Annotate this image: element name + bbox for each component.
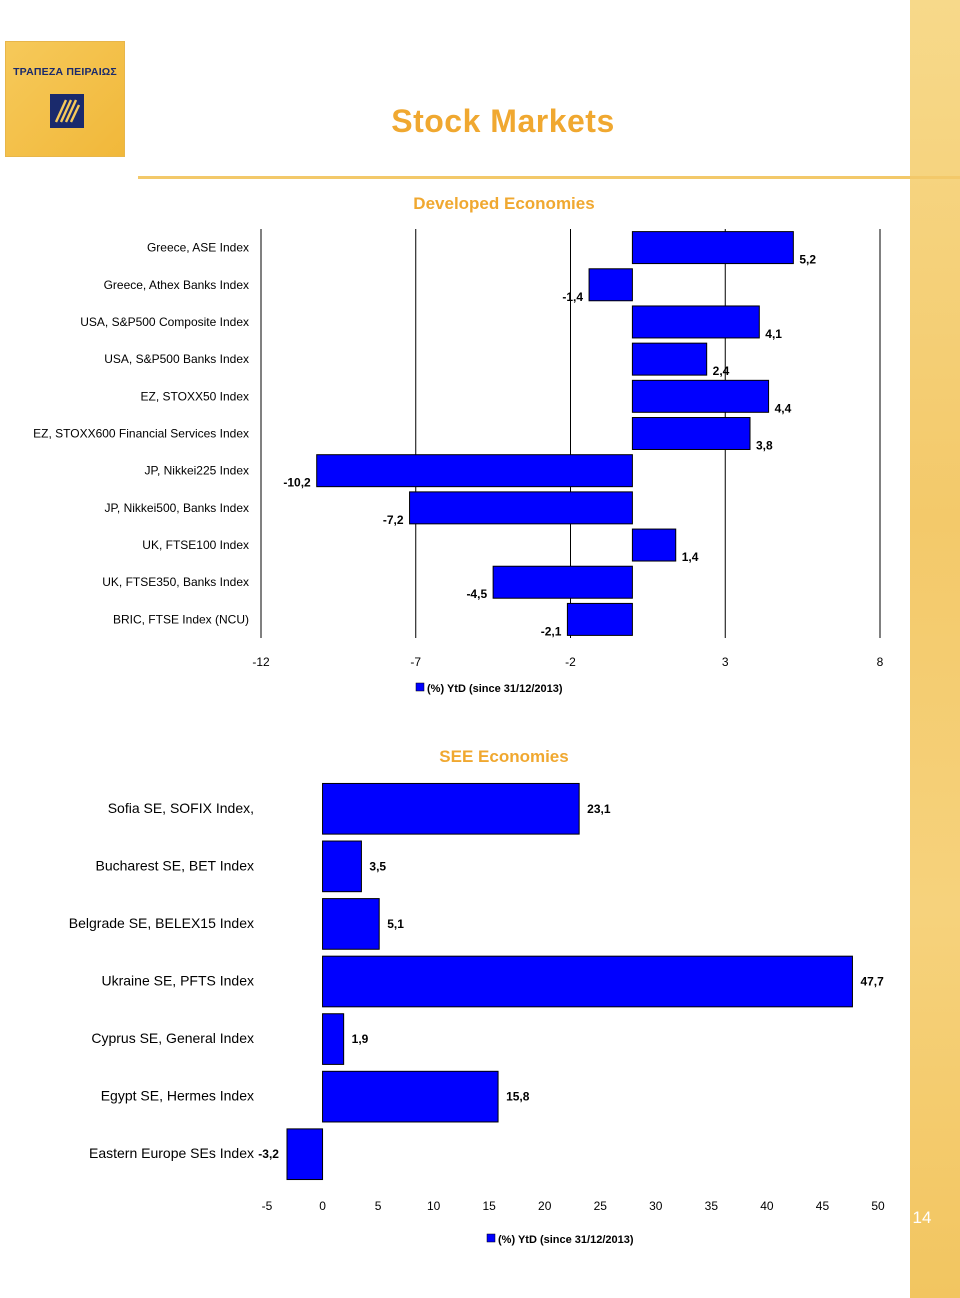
category-label: EZ, STOXX600 Financial Services Index	[33, 427, 249, 441]
data-label: 2,4	[713, 364, 730, 378]
data-label: 1,9	[352, 1032, 369, 1046]
data-label: -4,5	[466, 587, 487, 601]
category-label: Ukraine SE, PFTS Index	[101, 973, 254, 989]
tick-label: 50	[871, 1199, 885, 1213]
tick-label: 15	[483, 1199, 497, 1213]
bar	[631, 417, 751, 450]
legend-label: (%) YtD (since 31/12/2013)	[427, 683, 563, 695]
category-label: USA, S&P500 Banks Index	[104, 352, 249, 366]
tick-label: -2	[565, 655, 576, 669]
tick-label: 5	[375, 1199, 382, 1213]
tick-label: -7	[410, 655, 421, 669]
decorative-side-strip	[910, 0, 960, 1298]
tick-label: -12	[252, 655, 270, 669]
bar	[286, 1128, 324, 1181]
page-number: 14	[912, 1208, 932, 1227]
category-label: JP, Nikkei225 Index	[144, 464, 249, 478]
bar	[566, 602, 633, 636]
tick-label: 35	[705, 1199, 719, 1213]
data-label: -1,4	[562, 290, 583, 304]
logo-mark-icon	[50, 94, 84, 128]
tick-label: -5	[262, 1199, 273, 1213]
data-label: -7,2	[383, 513, 404, 527]
tick-label: 30	[649, 1199, 663, 1213]
bar	[631, 528, 677, 562]
developed-economies-chart: Developed Economies Greece, ASE Index 5,2 G…	[33, 194, 884, 695]
category-label: Bucharest SE, BET Index	[96, 857, 255, 873]
bar	[588, 268, 633, 302]
category-label: BRIC, FTSE Index (NCU)	[113, 612, 249, 626]
category-label: JP, Nikkei500, Banks Index	[104, 501, 249, 515]
bar	[322, 782, 580, 835]
category-label: EZ, STOXX50 Index	[141, 389, 250, 403]
bar	[316, 454, 633, 488]
category-label: Cyprus SE, General Index	[91, 1030, 254, 1046]
data-label: 23,1	[587, 802, 611, 816]
chart-title: SEE Economies	[439, 747, 568, 766]
data-label: 4,1	[765, 327, 782, 341]
bar	[322, 1070, 499, 1123]
category-label: Greece, Athex Banks Index	[104, 278, 249, 292]
data-label: -3,2	[258, 1147, 279, 1161]
tick-label: 40	[760, 1199, 774, 1213]
legend-swatch	[415, 682, 425, 692]
category-label: Greece, ASE Index	[147, 241, 249, 255]
data-label: 5,2	[799, 253, 816, 267]
tick-label: 25	[594, 1199, 608, 1213]
chart-title: Developed Economies	[413, 194, 594, 213]
bar	[322, 840, 362, 893]
bar	[322, 898, 380, 950]
bar	[492, 565, 633, 599]
category-label: UK, FTSE350, Banks Index	[102, 575, 249, 589]
bar	[409, 491, 633, 525]
category-label: Belgrade SE, BELEX15 Index	[69, 915, 254, 931]
category-label: Sofia SE, SOFIX Index,	[108, 800, 254, 816]
logo-text: ΤΡΑΠΕΖΑ ΠΕΙΡΑΙΩΣ	[13, 66, 117, 78]
data-label: 15,8	[506, 1090, 530, 1104]
tick-label: 8	[877, 655, 884, 669]
data-label: 4,4	[775, 401, 792, 415]
data-label: -2,1	[541, 624, 562, 638]
see-economies-chart: SEE Economies Sofia SE, SOFIX Index, 23,1 B…	[69, 747, 885, 1246]
data-label: -10,2	[283, 476, 311, 490]
tick-label: 0	[319, 1199, 326, 1213]
category-label: Egypt SE, Hermes Index	[101, 1088, 254, 1104]
category-label: USA, S&P500 Composite Index	[80, 315, 249, 329]
bank-logo: ΤΡΑΠΕΖΑ ΠΕΙΡΑΙΩΣ	[6, 42, 124, 156]
page-title: Stock Markets	[391, 103, 615, 139]
legend-swatch	[486, 1233, 496, 1243]
tick-label: 3	[722, 655, 729, 669]
bar	[322, 955, 853, 1008]
data-label: 47,7	[860, 975, 884, 989]
data-label: 3,5	[369, 859, 386, 873]
category-label: UK, FTSE100 Index	[142, 538, 249, 552]
header-rule	[138, 176, 960, 179]
bar	[631, 305, 760, 339]
tick-label: 45	[816, 1199, 830, 1213]
tick-label: 10	[427, 1199, 441, 1213]
data-label: 3,8	[756, 439, 773, 453]
data-label: 1,4	[682, 550, 699, 564]
bar	[631, 379, 770, 413]
tick-label: 20	[538, 1199, 552, 1213]
legend-label: (%) YtD (since 31/12/2013)	[498, 1234, 634, 1246]
bar	[631, 231, 794, 265]
bar	[631, 342, 708, 376]
category-label: Eastern Europe SEs Index	[89, 1145, 254, 1161]
bar	[322, 1013, 345, 1065]
data-label: 5,1	[387, 917, 404, 931]
